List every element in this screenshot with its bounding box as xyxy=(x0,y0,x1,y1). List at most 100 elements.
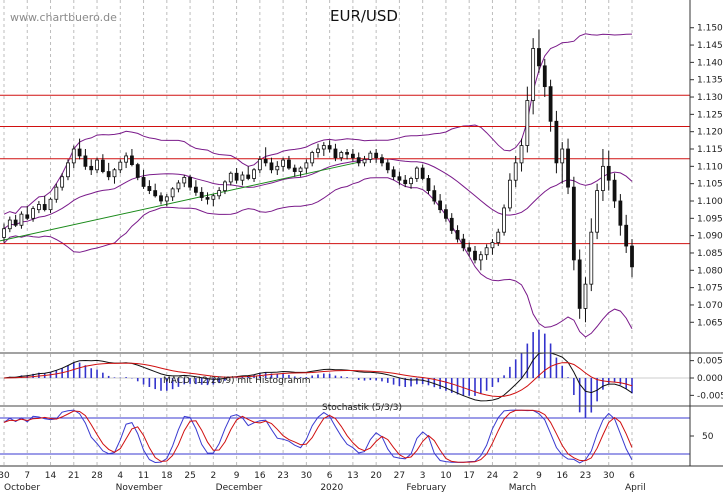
candle-body xyxy=(327,145,332,150)
x-tick-label: 9 xyxy=(536,471,542,481)
candle-body xyxy=(211,195,216,200)
candle-body xyxy=(170,188,175,198)
candle-body xyxy=(531,48,536,101)
x-month-label: February xyxy=(406,483,447,493)
x-tick-label: 21 xyxy=(68,471,79,481)
macd-panel xyxy=(0,329,690,419)
candle-body xyxy=(66,162,70,178)
y-tick-label: 1.125 xyxy=(697,110,723,120)
candle-body xyxy=(368,152,373,160)
candle-body xyxy=(310,152,315,164)
x-tick-label: 7 xyxy=(24,471,30,481)
candle-body xyxy=(548,86,553,122)
candle-body xyxy=(577,259,582,309)
stochastic-d-line xyxy=(3,409,633,463)
x-tick-label: 13 xyxy=(347,471,358,481)
candle-body xyxy=(571,186,576,261)
y-tick-label: 1.120 xyxy=(697,128,723,138)
candle-body xyxy=(380,157,384,164)
candle-body xyxy=(444,209,448,219)
macd-y-tick-label: -0.005 xyxy=(697,391,723,401)
candle-body xyxy=(624,224,629,247)
candle-body xyxy=(48,198,53,211)
candle-body xyxy=(414,167,419,179)
chart-title: EUR/USD xyxy=(330,7,398,25)
candle-body xyxy=(246,174,251,179)
candle-body xyxy=(228,172,233,183)
candle-body xyxy=(130,155,134,166)
candle-body xyxy=(234,172,239,181)
y-tick-label: 1.105 xyxy=(697,180,723,190)
bollinger-lower xyxy=(3,177,633,338)
candle-body xyxy=(199,191,204,198)
candle-body xyxy=(89,165,94,171)
x-tick-label: 2 xyxy=(513,471,519,481)
y-tick-label: 1.145 xyxy=(697,41,723,51)
candle-body xyxy=(60,176,65,188)
candle-body xyxy=(159,195,163,202)
candle-body xyxy=(71,148,76,164)
candle-body xyxy=(118,161,123,171)
x-month-label: April xyxy=(625,483,646,493)
candle-body xyxy=(269,162,274,171)
stochastic-y-tick-label: 50 xyxy=(702,432,714,442)
x-month-label: March xyxy=(509,483,536,493)
candle-body xyxy=(321,145,326,150)
x-tick-label: 28 xyxy=(91,471,103,481)
candle-body xyxy=(542,65,547,88)
candle-body xyxy=(275,165,280,171)
macd-line xyxy=(3,352,633,402)
candle-body xyxy=(502,207,506,233)
candle-body xyxy=(164,196,169,202)
candle-body xyxy=(467,247,472,252)
x-tick-label: 18 xyxy=(161,471,173,481)
candle-body xyxy=(292,167,297,172)
candle-body xyxy=(281,159,286,167)
candle-body xyxy=(176,182,181,190)
candle-body xyxy=(153,190,158,197)
candle-body xyxy=(513,162,518,181)
y-tick-label: 1.065 xyxy=(697,318,723,328)
grid-lines xyxy=(3,0,633,466)
x-tick-label: 24 xyxy=(487,471,499,481)
candle-body xyxy=(193,186,198,193)
candle-body xyxy=(461,238,466,249)
candle-body xyxy=(77,148,82,157)
stochastic-panel xyxy=(0,409,690,464)
candle-body xyxy=(601,165,605,191)
candle-body xyxy=(403,179,408,185)
stochastic-label: Stochastik (5/3/3) xyxy=(322,403,402,413)
candle-body xyxy=(397,176,402,181)
x-tick-label: 17 xyxy=(463,471,474,481)
candle-body xyxy=(298,167,303,172)
candle-body xyxy=(409,178,413,185)
candle-body xyxy=(13,219,18,226)
macd-label: MACD (12/26/9) mit Histogramm xyxy=(163,376,311,386)
candle-body xyxy=(519,145,524,164)
candle-body xyxy=(618,200,623,226)
x-tick-label: 4 xyxy=(117,471,123,481)
x-tick-label: 30 xyxy=(0,471,10,481)
candle-body xyxy=(304,162,309,169)
candle-body xyxy=(449,217,454,231)
candle-body xyxy=(583,283,588,309)
x-month-label: December xyxy=(216,483,263,493)
candle-body xyxy=(141,177,146,187)
candle-body xyxy=(630,245,634,268)
candle-body xyxy=(333,148,338,159)
candle-body xyxy=(385,162,390,171)
y-tick-label: 1.135 xyxy=(697,76,723,86)
bollinger-bands xyxy=(3,33,633,338)
y-tick-label: 1.070 xyxy=(697,301,723,311)
candle-body xyxy=(391,169,396,178)
candle-body xyxy=(95,159,99,171)
y-tick-label: 1.110 xyxy=(697,162,723,172)
candle-body xyxy=(473,250,477,261)
x-tick-label: 14 xyxy=(45,471,57,481)
candle-body xyxy=(362,159,367,164)
candle-body xyxy=(316,148,320,153)
y-tick-label: 1.075 xyxy=(697,284,723,294)
x-tick-label: 3 xyxy=(420,471,426,481)
